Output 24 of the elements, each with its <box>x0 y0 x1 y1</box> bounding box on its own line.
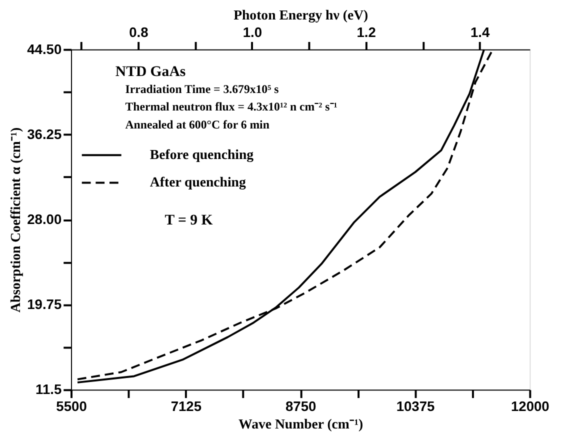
x-tick-label: 7125 <box>170 398 202 414</box>
legend-label: After quenching <box>150 174 246 191</box>
annotation: Thermal neutron flux = 4.3x10¹² n cm⁻² s⁻¹ <box>125 100 338 114</box>
x2-tick-label: 1.2 <box>356 25 376 40</box>
annotation: Irradiation Time = 3.679x10⁵ s <box>125 82 280 96</box>
x2-tick-label: 0.8 <box>129 25 149 40</box>
y-tick-label: 19.75 <box>27 297 62 312</box>
y-tick-label: 36.25 <box>27 126 62 142</box>
x-tick-label: 8750 <box>285 398 317 414</box>
legend-label: Before quenching <box>150 147 254 164</box>
annotation: T = 9 K <box>164 212 214 228</box>
x2-axis-title: Photon Energy hν (eV) <box>234 7 368 24</box>
annotation: Annealed at 600°C for 6 min <box>125 117 270 132</box>
annotation: NTD GaAs <box>115 64 186 80</box>
x-tick-label: 12000 <box>510 398 550 414</box>
y-tick-label: 28.00 <box>27 212 62 227</box>
x-tick-label: 10375 <box>396 398 436 414</box>
y-tick-label: 44.50 <box>27 42 62 57</box>
x-axis-title: Wave Number (cm⁻¹) <box>238 416 364 432</box>
x2-tick-label: 1.4 <box>470 25 490 40</box>
x-tick-label: 5500 <box>56 398 88 414</box>
x2-tick-label: 1.0 <box>242 25 262 40</box>
y-axis-title: Absorption Coefficient α (cm⁻¹) <box>8 127 24 313</box>
y-tick-label: 11.5 <box>36 382 62 398</box>
